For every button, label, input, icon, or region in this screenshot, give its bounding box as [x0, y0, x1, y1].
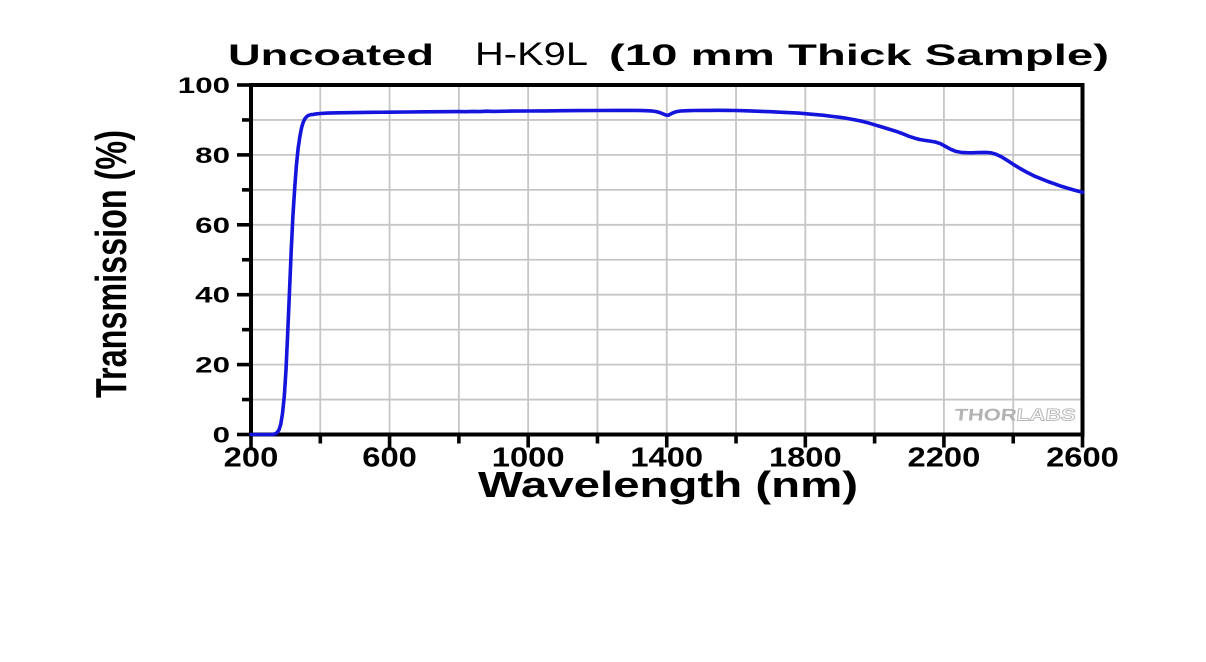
x-tick-label: 2600: [1046, 442, 1119, 473]
y-tick-label: 60: [195, 213, 230, 238]
thorlabs-watermark: THOR LABS: [954, 405, 1077, 425]
title-material-coating: Uncoated: [228, 39, 434, 72]
y-tick-label: 20: [195, 353, 230, 378]
x-tick-label: 2200: [908, 442, 981, 473]
chart-title: Uncoated H-K9L (10 mm Thick Sample): [228, 36, 1109, 72]
y-tick-label: 40: [195, 283, 230, 308]
x-tick-label: 1400: [630, 442, 703, 473]
y-axis-label: Transmission (%): [87, 130, 135, 398]
tick-labels: 200 600 1000 1400 1800 2200 2600 0 20 40 60 80 100: [178, 73, 1119, 473]
x-tick-label: 1800: [769, 442, 842, 473]
transmission-line: [249, 108, 1085, 437]
watermark-thor: THOR: [954, 406, 1018, 425]
x-tick-label: 200: [224, 442, 279, 473]
y-tick-label: 0: [213, 423, 230, 448]
x-tick-label: 1000: [492, 442, 565, 473]
axis-ticks: [237, 83, 1085, 448]
y-tick-label: 100: [178, 73, 230, 98]
title-sample-thickness: (10 mm Thick Sample): [609, 39, 1109, 72]
y-tick-label: 80: [195, 143, 230, 168]
plot-border: [249, 83, 1085, 437]
x-axis-label: Wavelength (nm): [478, 464, 858, 505]
x-tick-label: 600: [362, 442, 417, 473]
transmission-curve: [249, 108, 1085, 437]
watermark-labs: LABS: [1016, 406, 1077, 425]
title-glass-name: H-K9L: [475, 36, 588, 72]
gridlines: [251, 85, 1083, 435]
